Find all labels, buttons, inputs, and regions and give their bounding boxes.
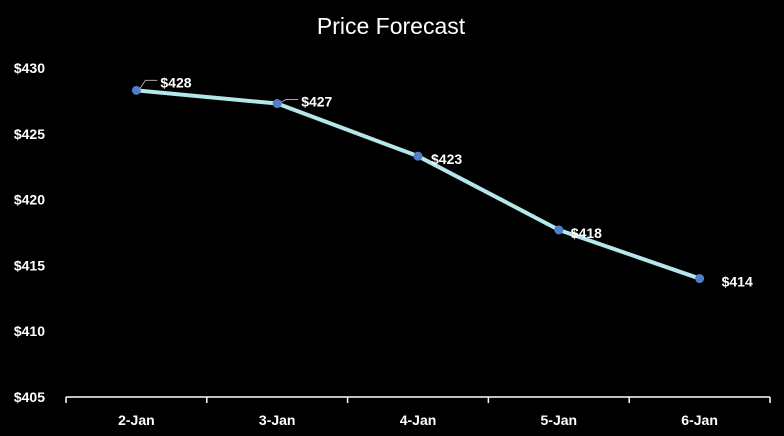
- plot-area: [131, 85, 705, 284]
- data-point-marker: [695, 274, 705, 284]
- y-axis-tick-labels: $430 $425 $420 $415 $410 $405: [14, 60, 45, 405]
- x-tick-label: 5-Jan: [541, 412, 578, 428]
- data-point-marker: [554, 225, 564, 235]
- data-label: $427: [301, 94, 332, 110]
- x-tick-label: 4-Jan: [400, 412, 437, 428]
- data-label-leader-line: [138, 79, 158, 90]
- data-label: $418: [571, 225, 602, 241]
- data-label: $423: [431, 151, 462, 167]
- y-tick-label: $430: [14, 60, 45, 76]
- series-line: [134, 88, 702, 281]
- x-tick-label: 6-Jan: [681, 412, 718, 428]
- data-labels: $428 $427 $423 $418 $414: [138, 74, 753, 290]
- y-tick-label: $425: [14, 126, 45, 142]
- data-point-marker: [272, 99, 282, 109]
- chart-title: Price Forecast: [317, 13, 466, 39]
- x-tick-label: 2-Jan: [118, 412, 155, 428]
- x-axis: [65, 396, 771, 403]
- data-label: $414: [722, 274, 753, 290]
- data-point-marker: [413, 151, 423, 161]
- y-tick-label: $420: [14, 192, 45, 208]
- y-tick-label: $410: [14, 323, 45, 339]
- data-label: $428: [160, 74, 191, 90]
- data-point-marker: [131, 85, 141, 95]
- x-tick-label: 3-Jan: [259, 412, 296, 428]
- data-label-leader-line: [279, 99, 299, 103]
- x-axis-tick-labels: 2-Jan 3-Jan 4-Jan 5-Jan 6-Jan: [118, 412, 718, 428]
- y-tick-label: $415: [14, 257, 45, 273]
- y-tick-label: $405: [14, 389, 45, 405]
